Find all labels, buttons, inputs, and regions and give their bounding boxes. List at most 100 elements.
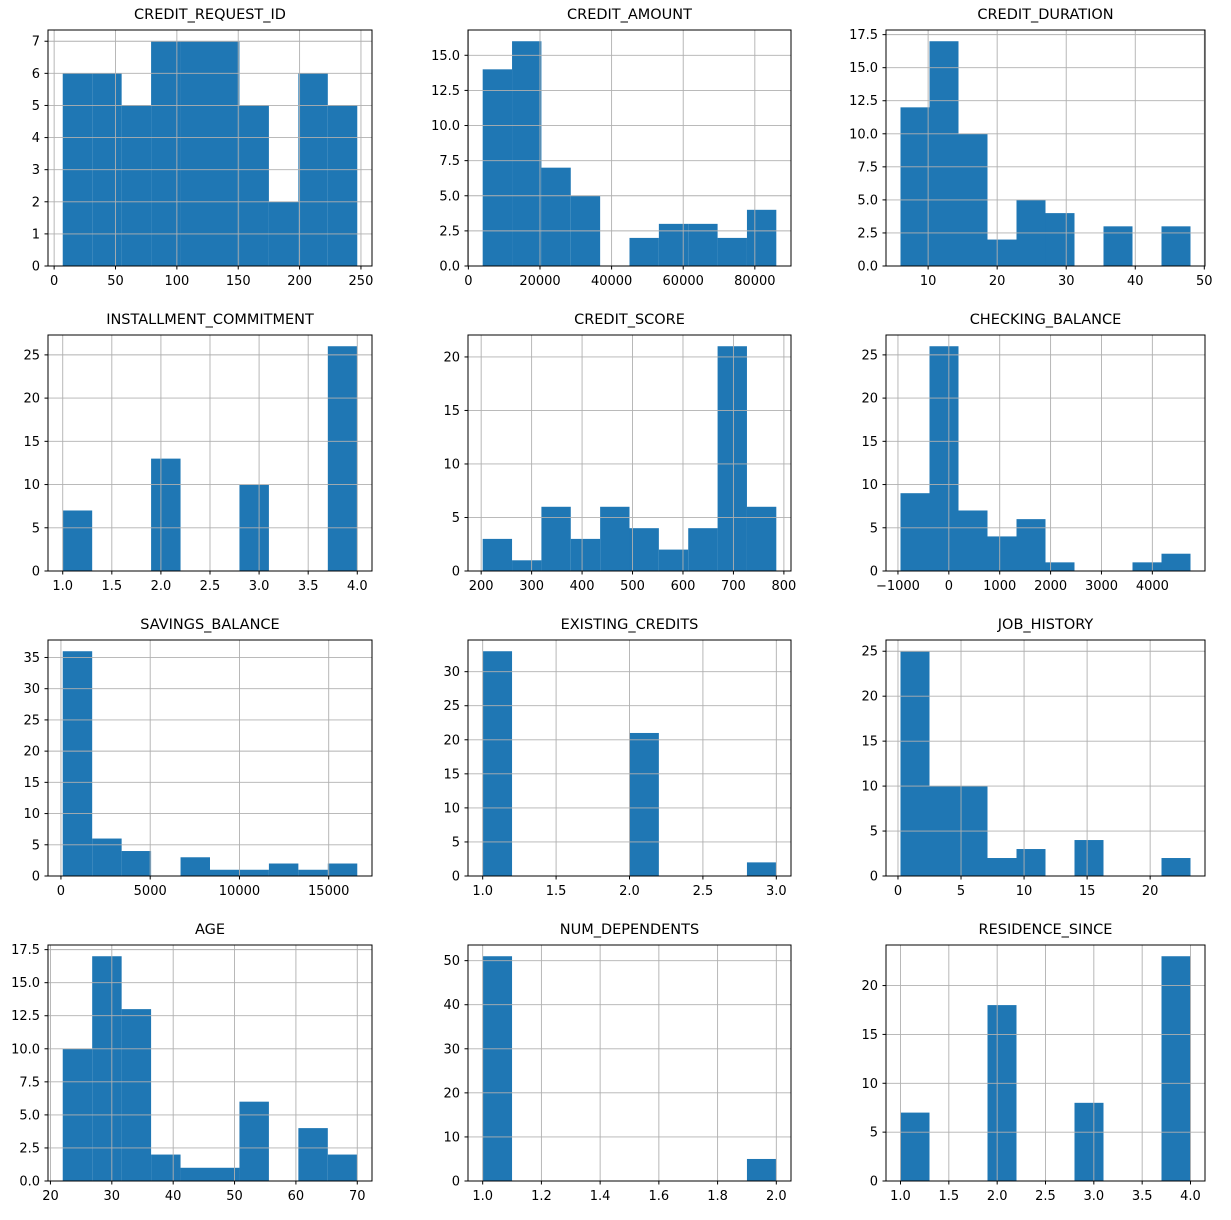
svg-text:1.5: 1.5 bbox=[938, 1189, 959, 1204]
svg-text:20: 20 bbox=[23, 392, 40, 407]
svg-text:20: 20 bbox=[444, 1086, 461, 1101]
svg-text:1.2: 1.2 bbox=[531, 1189, 552, 1204]
svg-text:10: 10 bbox=[23, 807, 40, 822]
svg-text:3.0: 3.0 bbox=[766, 884, 787, 899]
svg-text:RESIDENCE_SINCE: RESIDENCE_SINCE bbox=[978, 922, 1112, 938]
histogram-installment-commitment-plot: 1.0 1.5 2.0 2.5 3.0 3.5 4.0 0 5 10 15 20 25 INSTALLME… bbox=[23, 312, 373, 594]
svg-text:3.5: 3.5 bbox=[1131, 1189, 1152, 1204]
svg-text:1.8: 1.8 bbox=[708, 1189, 729, 1204]
histogram-credit-request-id-plot: 0 50 100 150 200 250 0 1 2 3 4 5 6 7 CREDIT_REQUEST_ID bbox=[32, 7, 374, 289]
svg-text:40000: 40000 bbox=[591, 274, 632, 289]
svg-text:50: 50 bbox=[444, 954, 461, 969]
svg-text:10.0: 10.0 bbox=[849, 127, 878, 142]
svg-text:200: 200 bbox=[469, 579, 494, 594]
svg-text:5: 5 bbox=[32, 99, 40, 114]
svg-text:2.5: 2.5 bbox=[693, 884, 714, 899]
svg-text:300: 300 bbox=[520, 579, 545, 594]
svg-text:−1000: −1000 bbox=[876, 579, 920, 594]
histogram-num-dependents-plot: 1.0 1.2 1.4 1.6 1.8 2.0 0 10 20 30 40 50 NUM_DEPENDE… bbox=[444, 922, 792, 1204]
svg-text:0: 0 bbox=[869, 869, 877, 884]
svg-text:5.0: 5.0 bbox=[857, 193, 878, 208]
svg-text:800: 800 bbox=[772, 579, 797, 594]
svg-text:3: 3 bbox=[32, 163, 40, 178]
svg-text:5: 5 bbox=[869, 825, 877, 840]
svg-text:30: 30 bbox=[444, 665, 461, 680]
svg-text:20: 20 bbox=[861, 979, 878, 994]
svg-text:CREDIT_DURATION: CREDIT_DURATION bbox=[977, 7, 1113, 23]
svg-text:1.5: 1.5 bbox=[546, 884, 567, 899]
svg-text:15: 15 bbox=[861, 435, 878, 450]
svg-text:15.0: 15.0 bbox=[11, 976, 40, 991]
svg-text:4.0: 4.0 bbox=[347, 579, 368, 594]
svg-text:15.0: 15.0 bbox=[431, 49, 460, 64]
svg-text:2.0: 2.0 bbox=[986, 1189, 1007, 1204]
svg-text:25: 25 bbox=[23, 713, 40, 728]
svg-text:200: 200 bbox=[287, 274, 312, 289]
svg-text:5: 5 bbox=[957, 884, 965, 899]
svg-text:JOB_HISTORY: JOB_HISTORY bbox=[996, 617, 1093, 633]
svg-text:10: 10 bbox=[861, 780, 878, 795]
histogram-age: 20 30 40 50 60 70 0.0 2.5 5.0 7.5 10.0 12.5 15.0 17.5… bbox=[0, 915, 410, 1220]
svg-text:30: 30 bbox=[1058, 274, 1075, 289]
svg-text:35: 35 bbox=[23, 651, 40, 666]
svg-text:15: 15 bbox=[861, 1028, 878, 1043]
svg-text:0: 0 bbox=[32, 564, 40, 579]
histogram-job-history-plot: 0 5 10 15 20 0 5 10 15 20 25 JOB_HISTORY bbox=[861, 617, 1206, 899]
svg-text:20: 20 bbox=[444, 733, 461, 748]
svg-text:250: 250 bbox=[349, 274, 374, 289]
svg-text:0: 0 bbox=[32, 259, 40, 274]
svg-text:20: 20 bbox=[1142, 884, 1159, 899]
histogram-existing-credits: 1.0 1.5 2.0 2.5 3.0 0 5 10 15 20 25 30 EXISTING_CRED… bbox=[410, 610, 820, 915]
svg-text:10: 10 bbox=[861, 478, 878, 493]
svg-text:50: 50 bbox=[107, 274, 124, 289]
svg-text:0.0: 0.0 bbox=[440, 259, 461, 274]
svg-text:5: 5 bbox=[32, 838, 40, 853]
svg-text:25: 25 bbox=[861, 645, 878, 660]
svg-text:50: 50 bbox=[226, 1189, 243, 1204]
svg-text:30: 30 bbox=[104, 1189, 121, 1204]
svg-text:15000: 15000 bbox=[308, 884, 349, 899]
histogram-residence-since: 1.0 1.5 2.0 2.5 3.0 3.5 4.0 0 5 10 15 20 RESIDENCE_S… bbox=[821, 915, 1231, 1220]
histogram-num-dependents: 1.0 1.2 1.4 1.6 1.8 2.0 0 10 20 30 40 50 NUM_DEPENDE… bbox=[410, 915, 820, 1220]
svg-text:30: 30 bbox=[444, 1042, 461, 1057]
svg-text:0: 0 bbox=[894, 884, 902, 899]
histogram-credit-request-id: 0 50 100 150 200 250 0 1 2 3 4 5 6 7 CREDIT_REQUEST_ID bbox=[0, 0, 410, 305]
histogram-savings-balance-plot: 0 5000 10000 15000 0 5 10 15 20 25 30 35 SAVINGS_BAL… bbox=[23, 617, 373, 899]
svg-text:70: 70 bbox=[349, 1189, 366, 1204]
svg-text:20: 20 bbox=[861, 690, 878, 705]
svg-text:4000: 4000 bbox=[1135, 579, 1168, 594]
svg-text:0: 0 bbox=[50, 274, 58, 289]
svg-text:50: 50 bbox=[1196, 274, 1213, 289]
svg-text:1.4: 1.4 bbox=[590, 1189, 611, 1204]
svg-text:2.5: 2.5 bbox=[200, 579, 221, 594]
svg-text:10: 10 bbox=[920, 274, 937, 289]
histogram-credit-duration-plot: 10 20 30 40 50 0.0 2.5 5.0 7.5 10.0 12.5 15.0 17.5 CR… bbox=[849, 7, 1213, 289]
svg-text:2: 2 bbox=[32, 195, 40, 210]
svg-text:1.0: 1.0 bbox=[52, 579, 73, 594]
histogram-credit-amount-plot: 0 20000 40000 60000 80000 0.0 2.5 5.0 7.5 10.0 12.… bbox=[431, 7, 792, 289]
svg-text:25: 25 bbox=[23, 348, 40, 363]
svg-text:2.0: 2.0 bbox=[619, 884, 640, 899]
svg-text:1.6: 1.6 bbox=[649, 1189, 670, 1204]
svg-text:2.0: 2.0 bbox=[151, 579, 172, 594]
svg-text:INSTALLMENT_COMMITMENT: INSTALLMENT_COMMITMENT bbox=[106, 312, 314, 328]
svg-text:6: 6 bbox=[32, 67, 40, 82]
svg-text:7.5: 7.5 bbox=[19, 1075, 40, 1090]
svg-text:CREDIT_AMOUNT: CREDIT_AMOUNT bbox=[567, 7, 692, 23]
svg-text:12.5: 12.5 bbox=[11, 1009, 40, 1024]
svg-text:2.5: 2.5 bbox=[1035, 1189, 1056, 1204]
svg-text:7.5: 7.5 bbox=[857, 160, 878, 175]
svg-text:15: 15 bbox=[861, 735, 878, 750]
svg-text:5: 5 bbox=[32, 521, 40, 536]
svg-text:0: 0 bbox=[465, 274, 473, 289]
svg-text:80000: 80000 bbox=[735, 274, 776, 289]
svg-text:5.0: 5.0 bbox=[440, 189, 461, 204]
svg-text:10: 10 bbox=[861, 1077, 878, 1092]
svg-text:40: 40 bbox=[444, 998, 461, 1013]
svg-text:15.0: 15.0 bbox=[849, 61, 878, 76]
svg-text:17.5: 17.5 bbox=[11, 943, 40, 958]
svg-text:2.5: 2.5 bbox=[857, 226, 878, 241]
svg-text:20: 20 bbox=[23, 745, 40, 760]
svg-text:3.0: 3.0 bbox=[249, 579, 270, 594]
